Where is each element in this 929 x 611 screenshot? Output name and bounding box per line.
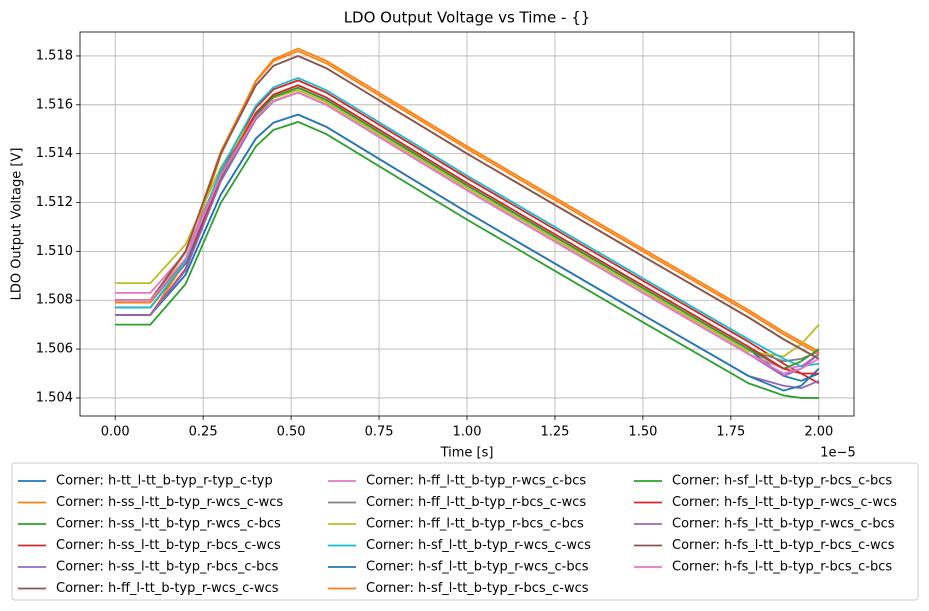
y-tick-label: 1.506 [36, 342, 73, 357]
legend-label: Corner: h-tt_l-tt_b-typ_r-typ_c-typ [56, 474, 273, 489]
x-tick-label: 1.25 [540, 425, 569, 440]
legend-label: Corner: h-ff_l-tt_b-typ_r-bcs_c-wcs [366, 495, 586, 510]
legend-label: Corner: h-ff_l-tt_b-typ_r-wcs_c-bcs [366, 474, 586, 489]
legend-label: Corner: h-ss_l-tt_b-typ_r-wcs_c-wcs [56, 495, 283, 510]
x-offset-label: 1e−5 [820, 446, 855, 461]
series-line [115, 120, 819, 399]
y-tick-label: 1.512 [36, 195, 73, 210]
y-tick-label: 1.508 [36, 293, 73, 308]
legend-label: Corner: h-ss_l-tt_b-typ_r-wcs_c-bcs [56, 517, 281, 532]
legend-label: Corner: h-sf_l-tt_b-typ_r-bcs_c-bcs [672, 474, 892, 489]
x-tick-label: 0.25 [189, 425, 218, 440]
series-line [115, 91, 820, 375]
legend-label: Corner: h-sf_l-tt_b-typ_r-wcs_c-wcs [366, 538, 591, 553]
x-axis-label: Time [s] [440, 446, 494, 461]
legend-label: Corner: h-fs_l-tt_b-typ_r-wcs_c-wcs [672, 495, 897, 510]
x-tick-label: 0.75 [365, 425, 394, 440]
y-tick-label: 1.518 [36, 48, 73, 63]
legend-box [11, 462, 919, 601]
x-tick-label: 1.75 [716, 425, 745, 440]
legend-label: Corner: h-ss_l-tt_b-typ_r-bcs_c-wcs [56, 538, 281, 553]
x-tick-label: 1.00 [453, 425, 482, 440]
x-tick-label: 0.50 [277, 425, 306, 440]
legend-label: Corner: h-ff_l-tt_b-typ_r-wcs_c-wcs [56, 581, 279, 596]
y-tick-label: 1.514 [36, 146, 73, 161]
legend-label: Corner: h-sf_l-tt_b-typ_r-bcs_c-wcs [366, 581, 589, 596]
y-tick-label: 1.510 [36, 244, 73, 259]
x-tick-label: 0.00 [101, 425, 130, 440]
x-tick-label: 1.50 [628, 425, 657, 440]
series-line [115, 54, 820, 360]
legend-label: Corner: h-fs_l-tt_b-typ_r-wcs_c-bcs [672, 517, 895, 532]
y-axis-label: LDO Output Voltage [V] [10, 148, 25, 301]
y-tick-label: 1.516 [36, 97, 73, 112]
legend-label: Corner: h-fs_l-tt_b-typ_r-bcs_c-bcs [672, 560, 892, 575]
plot-frame [79, 31, 855, 417]
legend-label: Corner: h-fs_l-tt_b-typ_r-bcs_c-wcs [672, 538, 895, 553]
series-line [115, 113, 820, 392]
y-tick-label: 1.504 [36, 390, 73, 405]
chart-title: LDO Output Voltage vs Time - {} [344, 9, 591, 27]
x-tick-label: 2.00 [804, 425, 833, 440]
legend-label: Corner: h-sf_l-tt_b-typ_r-wcs_c-bcs [366, 560, 589, 575]
legend-label: Corner: h-ss_l-tt_b-typ_r-bcs_c-bcs [56, 560, 279, 575]
legend-label: Corner: h-ff_l-tt_b-typ_r-bcs_c-bcs [366, 517, 584, 532]
